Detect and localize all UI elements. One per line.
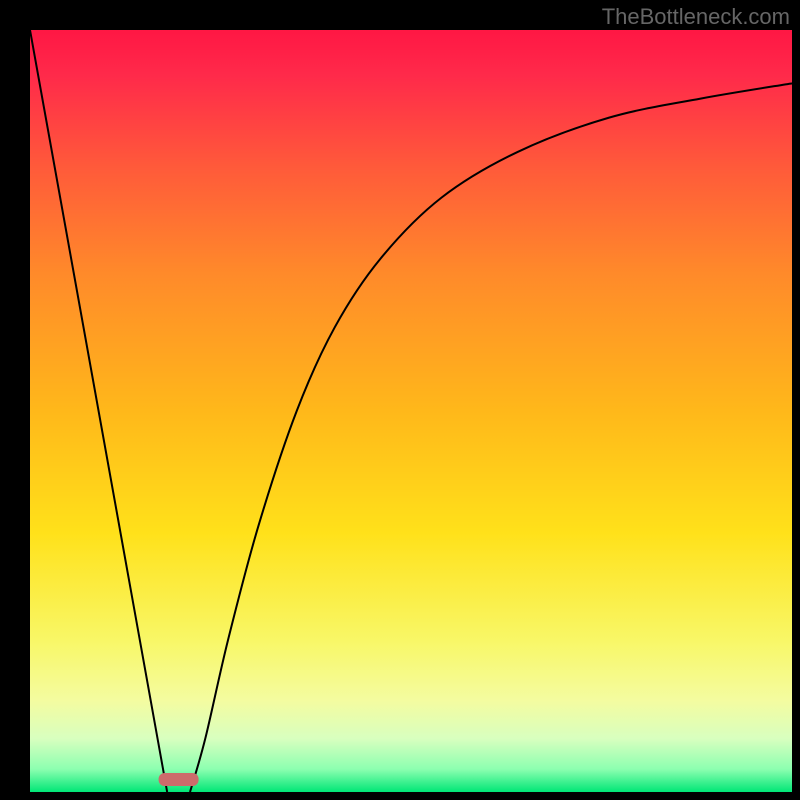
chart-background <box>30 30 792 792</box>
chart-container: TheBottleneck.com <box>0 0 800 800</box>
optimal-marker <box>159 773 199 786</box>
bottleneck-chart <box>0 0 800 800</box>
watermark-text: TheBottleneck.com <box>602 4 790 30</box>
